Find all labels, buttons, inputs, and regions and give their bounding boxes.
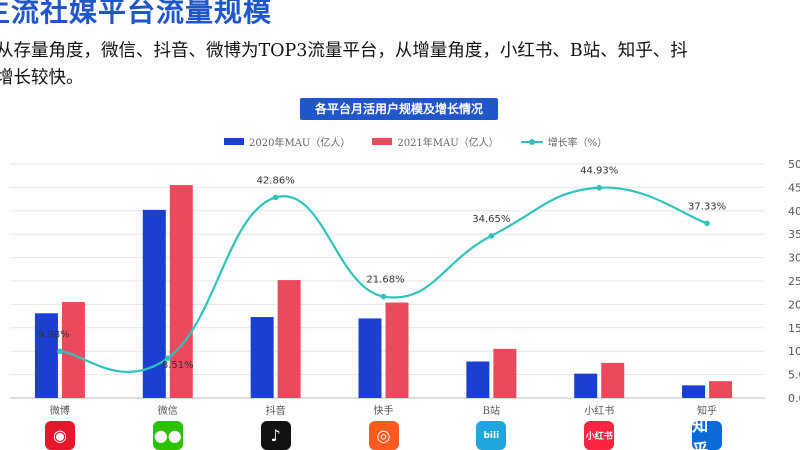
legend-item-2020: 2020年MAU（亿人）: [224, 134, 350, 149]
bar-2020: [574, 373, 598, 398]
bar-2021: [385, 302, 409, 398]
legend-label-2020: 2020年MAU（亿人）: [249, 138, 351, 149]
legend-item-growth: 增长率（%）: [520, 134, 608, 149]
growth-rate-label: 9.98%: [38, 329, 70, 340]
growth-rate-label: 44.93%: [580, 166, 618, 177]
growth-rate-point: [164, 355, 171, 361]
legend-item-2021: 2021年MAU（亿人）: [372, 134, 499, 149]
x-tick-label: 抖音: [266, 404, 286, 417]
xiaohongshu-icon: 小红书: [584, 421, 615, 450]
growth-rate-label: 42.86%: [257, 175, 295, 186]
x-tick-label: 快手: [374, 404, 394, 417]
y-tick-label: 5.0: [788, 369, 800, 382]
bar-2021: [169, 185, 193, 398]
bar-2020: [250, 317, 274, 398]
bar-2021: [61, 302, 85, 398]
kuaishou-icon: ◎: [368, 421, 399, 450]
legend-swatch-growth: [520, 138, 543, 145]
bar-2020: [358, 318, 382, 398]
douyin-icon: ♪: [260, 421, 291, 450]
chart-title: 各平台月活用户规模及增长情况: [300, 98, 498, 120]
growth-rate-point: [704, 220, 710, 227]
wechat-icon: ●●: [152, 421, 183, 450]
legend-label-2021: 2021年MAU（亿人）: [397, 138, 499, 149]
weibo-icon: ◉: [44, 421, 75, 450]
legend-swatch-2020: [224, 138, 244, 145]
growth-rate-point: [380, 293, 387, 300]
growth-rate-point: [57, 348, 63, 355]
x-tick-label: B站: [483, 404, 500, 417]
y-tick-label: 10.0: [788, 345, 800, 358]
intro-text: 从存量角度，微信、抖音、微博为TOP3流量平台，从增量角度，小红书、B站、知乎、…: [0, 38, 800, 92]
y-tick-label: 20.0: [788, 298, 800, 311]
y-tick-label: 45.0: [788, 181, 800, 194]
bar-2020: [466, 361, 490, 398]
bilibili-icon: bili: [476, 421, 507, 450]
y-tick-label: 50.0: [788, 158, 800, 171]
x-tick-label: 微博: [50, 404, 70, 417]
intro-line-1: 从存量角度，微信、抖音、微博为TOP3流量平台，从增量角度，小红书、B站、知乎、…: [0, 41, 688, 61]
bar-2021: [493, 348, 517, 398]
growth-rate-label: 21.68%: [366, 275, 404, 286]
page-heading: 主流社媒平台流量规模: [0, 0, 273, 28]
growth-rate-label: 34.65%: [472, 214, 510, 225]
bar-2020: [142, 209, 166, 398]
y-tick-label: 25.0: [788, 275, 800, 288]
y-tick-label: 15.0: [788, 322, 800, 335]
y-tick-label: 30.0: [788, 252, 800, 265]
legend-label-growth: 增长率（%）: [547, 138, 608, 149]
bar-2020: [682, 385, 706, 398]
bar-2020: [34, 313, 58, 398]
bar-2021: [601, 362, 625, 398]
bar-2021: [709, 381, 733, 398]
x-tick-label: 知乎: [697, 404, 717, 417]
bar-2021: [277, 280, 301, 398]
legend-swatch-2021: [372, 138, 393, 145]
y-tick-label: 35.0: [788, 228, 800, 241]
growth-rate-label: 37.33%: [688, 201, 726, 212]
growth-rate-point: [272, 194, 279, 201]
x-tick-label: 微信: [158, 404, 178, 417]
intro-line-2: 增长较快。: [0, 68, 84, 88]
growth-rate-point: [596, 184, 603, 191]
y-tick-label: 0.0: [788, 392, 800, 405]
y-tick-label: 40.0: [788, 205, 800, 218]
growth-rate-label: 8.51%: [162, 360, 194, 371]
zhihu-icon: 知乎: [692, 421, 723, 450]
chart-legend: 2020年MAU（亿人） 2021年MAU（亿人） 增长率（%）: [224, 134, 607, 149]
x-tick-label: 小红书: [584, 404, 614, 417]
growth-rate-point: [488, 233, 495, 239]
